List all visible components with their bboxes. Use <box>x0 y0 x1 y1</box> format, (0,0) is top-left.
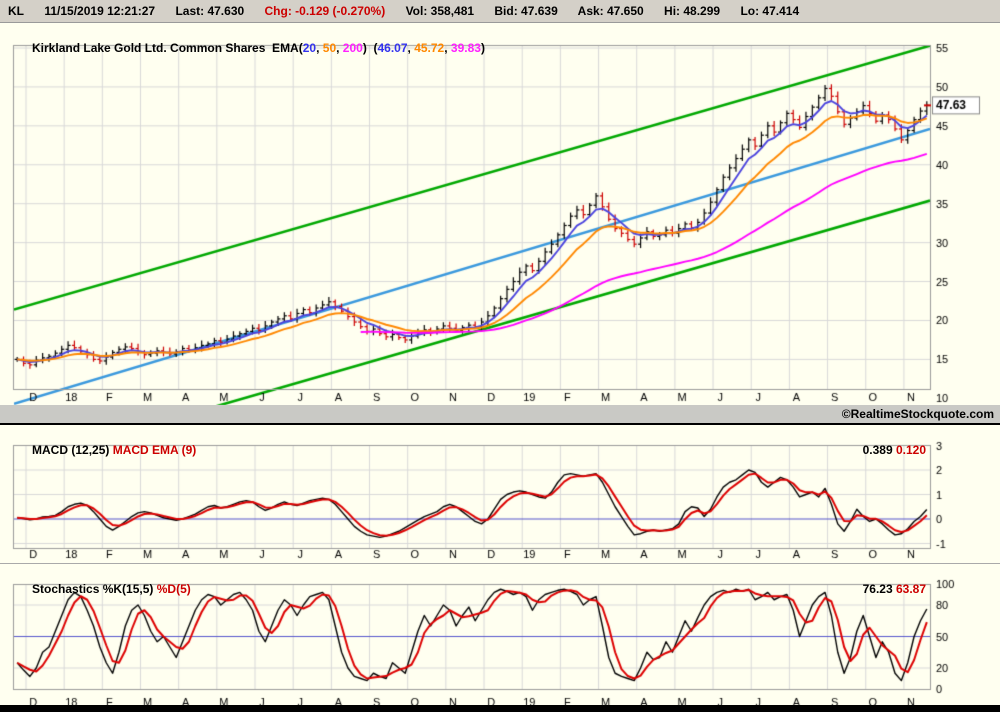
price-chart-panel: Kirkland Lake Gold Ltd. Common Shares EM… <box>0 22 1000 406</box>
macd-panel: MACD (12,25) MACD EMA (9) 0.389 0.120 <box>0 425 1000 563</box>
watermark-text: ©RealtimeStockquote.com <box>841 407 994 421</box>
ema50-period: 50 <box>322 41 337 55</box>
ema200-value: 39.83 <box>450 41 481 55</box>
macd-label: MACD (12,25) <box>32 443 113 457</box>
bid: Bid: 47.639 <box>494 4 558 18</box>
stochastics-panel: Stochastics %K(15,5) %D(5) 76.23 63.87 <box>0 563 1000 706</box>
quote-bar: KL 11/15/2019 12:21:27 Last: 47.630 Chg:… <box>0 0 1000 22</box>
stoch-d-value: 63.87 <box>895 582 926 596</box>
stoch-signal-label: %D(5) <box>156 582 191 596</box>
stochastics-header: Stochastics %K(15,5) %D(5) <box>12 568 191 610</box>
ema50-value: 45.72 <box>414 41 445 55</box>
bottom-border-bar <box>0 705 1000 712</box>
stochastics-canvas <box>0 564 1000 706</box>
day-low: Lo: 47.414 <box>740 4 800 18</box>
chart-title: Kirkland Lake Gold Ltd. Common Shares <box>32 41 266 55</box>
macd-signal-label: MACD EMA (9) <box>112 443 197 457</box>
macd-canvas <box>0 425 1000 563</box>
macd-values: 0.389 0.120 <box>843 429 926 471</box>
price-chart-canvas <box>0 23 1000 406</box>
price-chart-header: Kirkland Lake Gold Ltd. Common Shares EM… <box>32 41 485 55</box>
ema200-period: 200 <box>342 41 363 55</box>
stoch-label: Stochastics %K(15,5) <box>32 582 157 596</box>
ema20-period: 20 <box>302 41 317 55</box>
last-price: Last: 47.630 <box>175 4 245 18</box>
quote-datetime: 11/15/2019 12:21:27 <box>44 4 156 18</box>
ask: Ask: 47.650 <box>577 4 644 18</box>
change-value: Chg: -0.129 (-0.270%) <box>264 4 386 18</box>
macd-header: MACD (12,25) MACD EMA (9) <box>12 429 196 471</box>
symbol: KL <box>8 4 24 18</box>
ema-values-prefix: ( <box>366 41 378 55</box>
ema20-value: 46.07 <box>377 41 408 55</box>
day-high: Hi: 48.299 <box>664 4 721 18</box>
ema-legend-prefix: EMA( <box>265 41 303 55</box>
stoch-k-value: 76.23 <box>862 582 896 596</box>
volume: Vol: 358,481 <box>405 4 475 18</box>
watermark-bar: ©RealtimeStockquote.com <box>0 405 1000 425</box>
macd-value: 0.389 <box>862 443 896 457</box>
macd-signal-value: 0.120 <box>895 443 926 457</box>
stochastics-values: 76.23 63.87 <box>843 568 926 610</box>
